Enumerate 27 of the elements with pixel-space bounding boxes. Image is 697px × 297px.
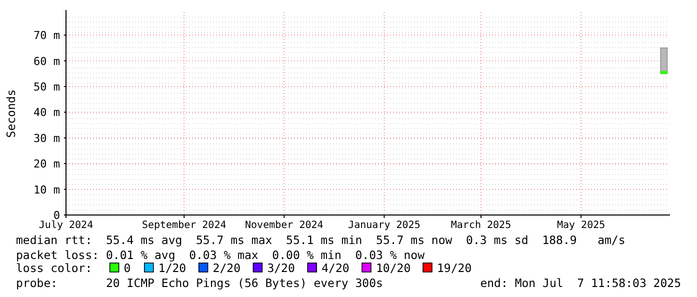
x-tick-label: July 2024 (38, 220, 94, 231)
legend-label: 3/20 (267, 261, 295, 275)
y-tick-label: 50 m (34, 80, 60, 94)
y-axis-title: Seconds (4, 89, 18, 138)
legend-label: 19/20 (437, 261, 472, 275)
legend-label: 10/20 (376, 261, 411, 275)
legend-label: 4/20 (322, 261, 350, 275)
x-tick-label: November 2024 (245, 220, 324, 231)
x-tick-label: March 2025 (450, 220, 512, 231)
legend-label: 1/20 (158, 261, 186, 275)
x-tick-label: September 2024 (142, 220, 226, 231)
legend-label: 2/20 (212, 261, 241, 275)
y-tick-label: 60 m (34, 54, 60, 68)
text: packet loss: 0.01 % avg 0.03 % max 0.00 % min 0.03 % now (16, 248, 425, 262)
y-tick-label: 10 m (34, 183, 60, 196)
x-tick-label: May 2025 (556, 220, 606, 231)
y-tick-label: 30 m (34, 132, 60, 145)
legend-label: 0 (124, 261, 131, 275)
y-tick-label: 20 m (34, 158, 60, 171)
y-tick-label: 70 m (34, 29, 60, 42)
text: probe: 20 ICMP Echo Pings (56 Bytes) every 300s (16, 276, 383, 290)
y-tick-label: 0 (53, 209, 60, 222)
legend-title: loss color: (16, 261, 92, 275)
y-tick-label: 40 m (34, 106, 60, 120)
x-tick-label: January 2025 (348, 220, 420, 231)
text: median rtt: 55.4 ms avg 55.7 ms max 55.1 ms min 55.7 ms now 0.3 ms sd 188.9 am/s (16, 233, 626, 247)
text: end: Mon Jul 7 11:58:03 2025 (480, 276, 681, 290)
